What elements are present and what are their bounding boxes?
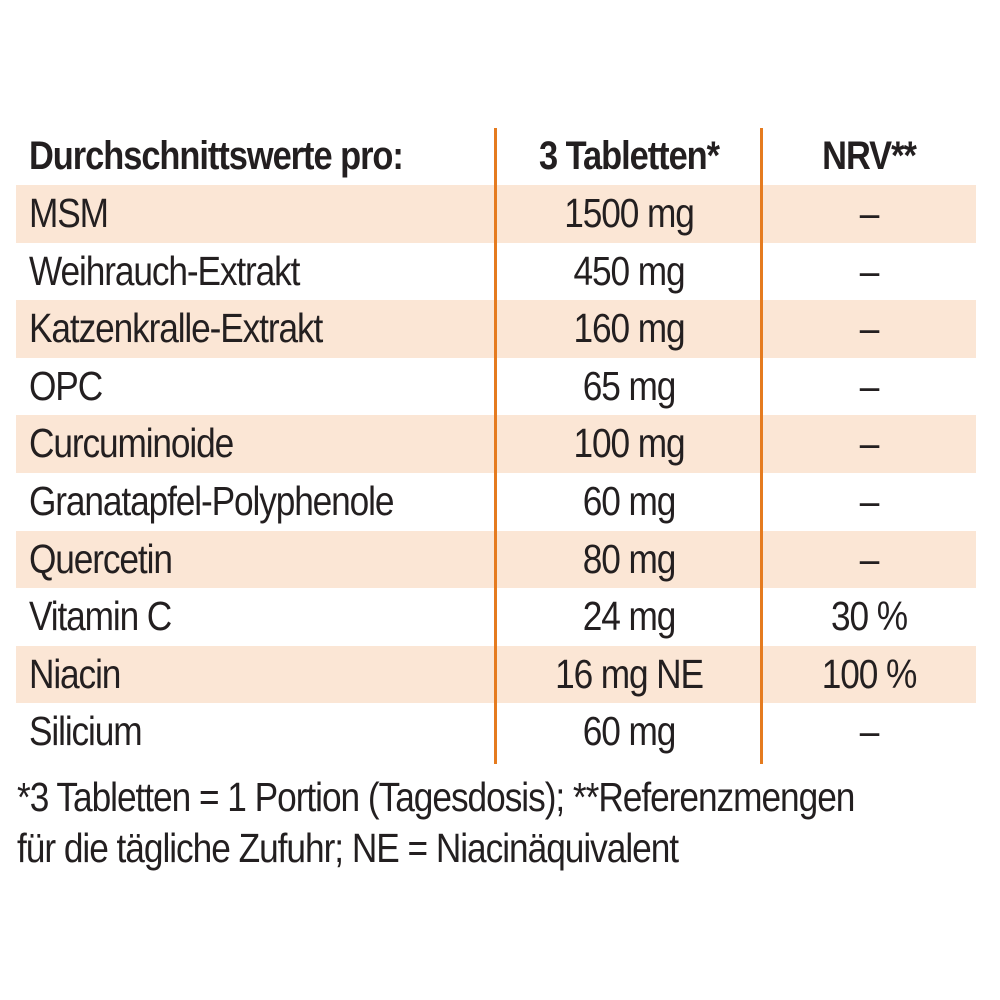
footnote-line: *3 Tabletten = 1 Portion (Tagesdosis); *… <box>17 774 855 820</box>
table-row: Granatapfel-Polyphenole 60 mg – <box>16 473 976 531</box>
ingredient-amount: 450 mg <box>573 247 686 294</box>
ingredient-name: Niacin <box>29 650 121 697</box>
ingredient-amount: 100 mg <box>573 420 686 467</box>
ingredient-nrv: 30 % <box>831 593 908 640</box>
footnote-line: für die tägliche Zufuhr; NE = Niacinäqui… <box>17 825 679 871</box>
ingredient-name: MSM <box>29 190 109 236</box>
ingredient-nrv: 100 % <box>821 650 918 697</box>
ingredient-nrv: – <box>859 477 880 524</box>
ingredient-name: Curcuminoide <box>29 420 234 467</box>
ingredient-nrv: – <box>859 420 880 467</box>
header-name: Durchschnittswerte pro: <box>29 134 404 178</box>
ingredient-nrv: – <box>859 708 880 755</box>
ingredient-nrv: – <box>859 535 880 582</box>
ingredient-name: OPC <box>29 362 103 409</box>
header-amount: 3 Tabletten* <box>538 134 720 178</box>
ingredient-amount: 24 mg <box>582 593 677 640</box>
ingredient-name: Weihrauch-Extrakt <box>29 247 300 294</box>
ingredient-amount: 1500 mg <box>564 190 695 236</box>
column-divider <box>760 128 763 764</box>
ingredient-amount: 60 mg <box>582 477 677 524</box>
ingredient-amount: 60 mg <box>582 708 677 755</box>
table-row: Weihrauch-Extrakt 450 mg – <box>16 243 976 301</box>
ingredient-name: Granatapfel-Polyphenole <box>29 477 394 524</box>
ingredient-nrv: – <box>859 247 880 294</box>
ingredient-name: Silicium <box>29 708 143 755</box>
header-nrv: NRV** <box>822 134 917 178</box>
ingredient-nrv: – <box>859 305 880 352</box>
column-divider <box>494 128 497 764</box>
ingredient-amount: 65 mg <box>582 362 677 409</box>
ingredient-amount: 80 mg <box>582 535 677 582</box>
ingredient-amount: 160 mg <box>573 305 686 352</box>
table-row: Silicium 60 mg – <box>16 703 976 761</box>
ingredient-name: Vitamin C <box>29 593 172 640</box>
table-row: OPC 65 mg – <box>16 358 976 416</box>
ingredient-name: Katzenkralle-Extrakt <box>29 305 323 352</box>
ingredient-nrv: – <box>859 362 880 409</box>
footnote: *3 Tabletten = 1 Portion (Tagesdosis); *… <box>17 772 963 874</box>
table-row: Vitamin C 24 mg 30 % <box>16 588 976 646</box>
ingredient-name: Quercetin <box>29 535 173 582</box>
ingredient-nrv: – <box>859 190 880 236</box>
table-header: Durchschnittswerte pro: 3 Tabletten* NRV… <box>16 128 976 185</box>
ingredient-amount: 16 mg NE <box>555 650 704 697</box>
